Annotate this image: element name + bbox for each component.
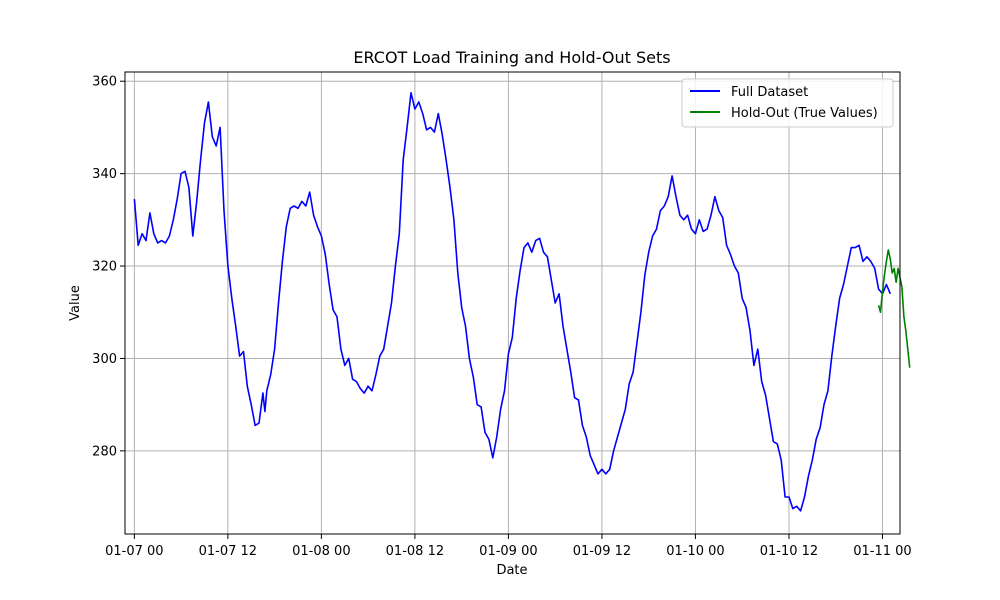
x-tick-label: 01-08 00 (292, 544, 350, 559)
legend-box (681, 78, 894, 128)
y-tick-label: 320 (92, 260, 117, 275)
x-tick-label: 01-11 00 (853, 544, 911, 559)
series-line-hold-out (877, 249, 911, 368)
series-line-full-dataset (133, 92, 892, 512)
y-axis-label: Value (68, 285, 83, 321)
x-tick-label: 01-08 12 (386, 544, 444, 559)
plot-frame (124, 71, 901, 535)
chart-title: ERCOT Load Training and Hold-Out Sets (353, 48, 670, 67)
x-tick-label: 01-07 00 (105, 544, 163, 559)
series-lines (133, 92, 911, 512)
x-axis-label: Date (496, 563, 527, 578)
x-tick-label: 01-10 12 (760, 544, 818, 559)
legend-label-full-dataset: Full Dataset (731, 85, 808, 100)
y-tick-label: 340 (92, 167, 117, 182)
x-tick-label: 01-10 00 (666, 544, 724, 559)
x-axis: 01-07 00 01-07 12 01-08 00 01-08 12 01-09 00… (105, 534, 912, 559)
x-tick-label: 01-07 12 (199, 544, 257, 559)
plot-area (125, 72, 900, 534)
y-tick-label: 280 (92, 444, 117, 459)
y-axis: 280 300 320 340 360 (92, 75, 125, 459)
y-tick-label: 360 (92, 75, 117, 90)
x-tick-label: 01-09 12 (573, 544, 631, 559)
x-tick-label: 01-09 00 (479, 544, 537, 559)
y-tick-label: 300 (92, 352, 117, 367)
grid (125, 72, 900, 534)
legend-label-hold-out: Hold-Out (True Values) (731, 106, 878, 121)
legend: Full Dataset Hold-Out (True Values) (681, 78, 894, 128)
